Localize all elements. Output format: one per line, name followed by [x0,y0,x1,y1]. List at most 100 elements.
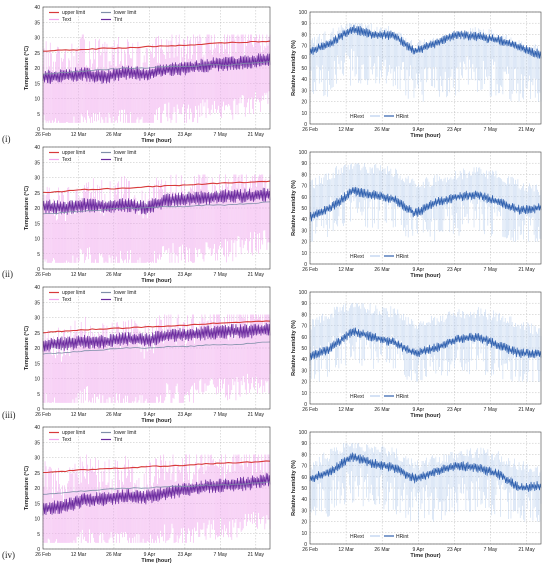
x-tick-label: 12 Mar [338,127,354,133]
legend-label: HRint [396,534,409,540]
y-axis-title: Temperature (°C) [24,46,30,90]
plot-frame [42,6,271,130]
series-lower-limit [42,61,271,75]
y-tick-label: 90 [301,301,307,307]
x-tick-label: 26 Mar [106,132,122,138]
legend-label: HRext [350,534,365,540]
legend-label: Tint [114,437,123,443]
series-lower-limit [42,201,271,215]
x-tick-label: 7 May [484,127,498,133]
x-tick-label: 21 May [518,547,535,553]
x-tick-label: 9 Apr [144,132,156,138]
x-axis-title: Time (hour) [410,553,440,559]
y-tick-label: 10 [34,517,40,523]
x-tick-label: 23 Apr [447,127,462,133]
series-upper-limit [43,460,271,474]
plot-frame [309,431,542,545]
y-tick-label: 15 [34,81,40,87]
y-tick-label: 20 [34,206,40,212]
y-axis-title: Relative humidity (%) [291,460,297,516]
x-tick-label: 12 Mar [71,412,87,418]
series-tint [42,187,271,215]
row-label: (iv) [2,550,15,560]
y-tick-label: 20 [301,380,307,386]
y-tick-label: 40 [301,77,307,83]
y-tick-label: 15 [34,361,40,367]
y-tick-label: 10 [301,251,307,257]
y-axis-title: Temperature (°C) [24,466,30,510]
y-tick-label: 90 [301,21,307,27]
x-tick-label: 7 May [214,272,228,278]
row-label: (iii) [2,410,16,420]
legend-label: HRext [350,394,365,400]
plot-frame [42,146,271,270]
series-upper-limit [42,320,271,334]
legend-label: lower limit [114,290,137,296]
x-tick-label: 7 May [484,407,498,413]
x-tick-label: 21 May [518,407,535,413]
x-tick-label: 9 Apr [144,552,156,558]
x-tick-label: 21 May [518,267,535,273]
y-tick-label: 15 [34,501,40,507]
row-label: (ii) [2,269,13,279]
x-axis-title: Time (hour) [141,278,171,284]
series-tint [42,53,271,84]
x-tick-label: 23 Apr [178,412,193,418]
x-axis-title: Time (hour) [410,133,440,139]
y-tick-label: 60 [301,335,307,341]
plot-frame [42,286,271,410]
y-axis-title: Temperature (°C) [24,186,30,230]
y-tick-label: 15 [34,221,40,227]
y-tick-label: 80 [301,172,307,178]
y-tick-label: 0 [37,547,40,553]
row-label: (i) [2,134,11,144]
x-tick-label: 21 May [248,552,265,558]
legend-label: upper limit [62,10,86,16]
y-tick-label: 100 [299,150,308,156]
series-lower-limit [42,481,270,495]
y-tick-label: 90 [301,161,307,167]
x-axis-title: Time (hour) [141,418,171,424]
y-tick-label: 25 [34,51,40,57]
y-tick-label: 35 [34,440,40,446]
y-tick-label: 40 [301,497,307,503]
legend-label: HRint [396,394,409,400]
x-tick-label: 23 Apr [178,272,193,278]
x-tick-label: 9 Apr [144,272,156,278]
x-tick-label: 12 Mar [71,552,87,558]
x-tick-label: 21 May [248,412,265,418]
y-tick-label: 40 [301,357,307,363]
y-tick-label: 35 [34,300,40,306]
y-tick-label: 10 [301,531,307,537]
y-tick-label: 30 [34,176,40,182]
y-tick-label: 25 [34,471,40,477]
y-tick-label: 40 [301,217,307,223]
legend-label: Text [62,297,72,303]
y-tick-label: 20 [34,346,40,352]
legend-label: Tint [114,157,123,163]
x-tick-label: 23 Apr [178,132,193,138]
x-tick-label: 7 May [214,412,228,418]
series-lower-limit [42,341,271,355]
series-text [42,174,271,263]
y-tick-label: 25 [34,331,40,337]
x-tick-label: 12 Mar [338,547,354,553]
x-tick-label: 7 May [484,267,498,273]
y-tick-label: 30 [301,508,307,514]
legend-label: lower limit [114,430,137,436]
x-tick-label: 21 May [518,127,535,133]
legend-label: upper limit [62,430,86,436]
y-tick-label: 10 [301,391,307,397]
y-tick-label: 20 [301,520,307,526]
y-tick-label: 40 [34,5,40,11]
series-tint [42,322,271,352]
x-tick-label: 26 Feb [35,272,51,278]
y-tick-label: 30 [301,228,307,234]
legend-label: Tint [114,17,123,23]
y-tick-label: 0 [304,542,307,548]
series-hrint [309,452,542,492]
y-tick-label: 10 [34,237,40,243]
y-tick-label: 5 [37,252,40,258]
